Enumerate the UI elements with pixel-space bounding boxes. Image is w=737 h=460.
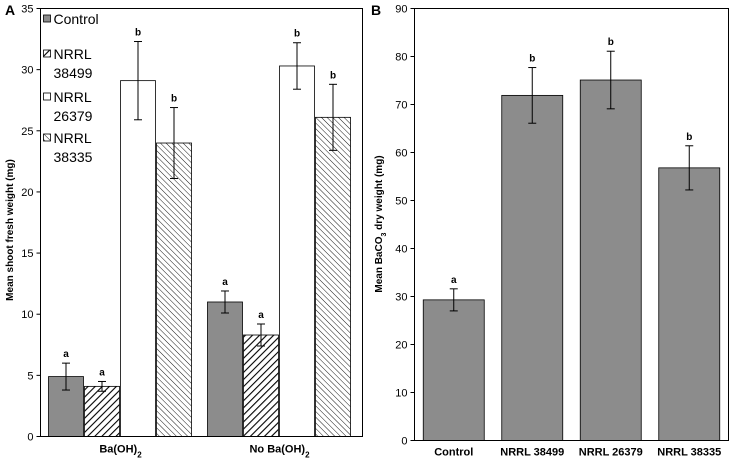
x-category-text: Ba(OH) bbox=[99, 444, 137, 456]
significance-letter: b bbox=[330, 70, 336, 81]
y-tick-label: 20 bbox=[395, 340, 407, 352]
panel-b-y-label-subscript: 3 bbox=[381, 233, 388, 237]
y-tick-label: 80 bbox=[395, 52, 407, 64]
y-tick-label: 60 bbox=[395, 148, 407, 160]
panel-b-y-label-part2: dry weight (mg) bbox=[374, 155, 385, 232]
y-tick-label: 0 bbox=[27, 432, 33, 444]
significance-letter: b bbox=[171, 94, 177, 105]
x-category-subscript: 2 bbox=[137, 450, 142, 459]
x-category-label: NRRL 38499 bbox=[500, 447, 564, 459]
panel-b-y-label-part1: Mean BaCO bbox=[374, 236, 385, 292]
bar bbox=[84, 385, 120, 437]
bar bbox=[658, 167, 721, 441]
panel-a-legend: Control NRRL 38499 NRRL 26379 NRRL 38335 bbox=[43, 11, 99, 165]
panel-a-y-ticks: 0 5 10 15 20 25 30 35 bbox=[21, 4, 41, 444]
significance-letter: a bbox=[99, 367, 105, 378]
bar bbox=[315, 116, 351, 437]
legend-swatch bbox=[43, 49, 51, 58]
bar bbox=[422, 299, 485, 441]
y-tick-label: 25 bbox=[21, 126, 33, 138]
legend-label: 38335 bbox=[54, 149, 93, 165]
panel-b-label: B bbox=[371, 2, 381, 18]
legend-label: 26379 bbox=[54, 108, 93, 124]
y-tick-label: 15 bbox=[21, 248, 33, 260]
x-category-subscript: 2 bbox=[305, 450, 310, 459]
x-category-text: No Ba(OH) bbox=[249, 444, 305, 456]
panel-b-frame bbox=[414, 8, 729, 441]
panel-b-x-categories: Control NRRL 38499 NRRL 26379 NRRL 38335 bbox=[434, 447, 721, 459]
x-category-label: Ba(OH)2 bbox=[99, 444, 142, 460]
panel-b-y-axis-label: Mean BaCO3 dry weight (mg) bbox=[374, 155, 388, 292]
y-tick-label: 10 bbox=[395, 388, 407, 400]
significance-letter: a bbox=[258, 310, 264, 321]
legend-swatch bbox=[43, 14, 51, 23]
y-tick-label: 5 bbox=[27, 370, 33, 382]
significance-letter: a bbox=[63, 349, 69, 360]
y-tick-label: 0 bbox=[401, 436, 407, 448]
y-tick-label: 40 bbox=[395, 244, 407, 256]
legend-label: NRRL bbox=[54, 130, 92, 146]
panel-b-y-ticks: 0 10 20 30 40 50 60 70 80 90 bbox=[395, 4, 415, 448]
significance-letter: a bbox=[222, 277, 228, 288]
y-tick-label: 10 bbox=[21, 309, 33, 321]
bar bbox=[501, 94, 564, 441]
significance-letter: a bbox=[451, 275, 457, 286]
legend-label: NRRL bbox=[54, 46, 92, 62]
legend-label: 38499 bbox=[54, 65, 93, 81]
significance-letter: b bbox=[608, 37, 614, 48]
y-tick-label: 30 bbox=[21, 65, 33, 77]
bar bbox=[207, 301, 243, 437]
y-tick-label: 50 bbox=[395, 196, 407, 208]
panel-b: B Mean BaCO3 dry weight (mg) 0 10 20 30 40 50… bbox=[371, 2, 729, 459]
panel-a-label: A bbox=[5, 2, 15, 18]
panel-a-y-axis-label: Mean shoot fresh weight (mg) bbox=[5, 159, 16, 301]
x-category-label: Control bbox=[434, 447, 473, 459]
panel-a-x-categories: Ba(OH)2 No Ba(OH)2 bbox=[99, 444, 310, 460]
legend-label: NRRL bbox=[54, 89, 92, 105]
x-category-label: No Ba(OH)2 bbox=[249, 444, 310, 460]
y-tick-label: 70 bbox=[395, 100, 407, 112]
significance-letter: b bbox=[686, 132, 692, 143]
legend-swatch bbox=[43, 133, 51, 142]
bar bbox=[579, 79, 642, 441]
x-category-label: NRRL 26379 bbox=[579, 447, 643, 459]
legend-label: Control bbox=[54, 11, 99, 27]
bar bbox=[120, 80, 156, 437]
y-tick-label: 90 bbox=[395, 4, 407, 16]
significance-letter: b bbox=[135, 28, 141, 39]
bar bbox=[156, 142, 192, 437]
y-tick-label: 20 bbox=[21, 187, 33, 199]
legend-swatch bbox=[43, 92, 51, 101]
y-tick-label: 30 bbox=[395, 292, 407, 304]
y-tick-label: 35 bbox=[21, 4, 33, 16]
panel-b-bars: a b b b bbox=[422, 37, 721, 441]
significance-letter: b bbox=[529, 54, 535, 65]
panel-a-bars: a a a a b b b b bbox=[48, 28, 351, 437]
bar bbox=[279, 65, 315, 437]
x-category-label: NRRL 38335 bbox=[657, 447, 721, 459]
panel-a-frame bbox=[40, 8, 363, 437]
bar bbox=[243, 334, 279, 437]
significance-letter: b bbox=[294, 29, 300, 40]
panel-a: A Mean shoot fresh weight (mg) 0 5 10 15 20 2… bbox=[5, 2, 363, 459]
